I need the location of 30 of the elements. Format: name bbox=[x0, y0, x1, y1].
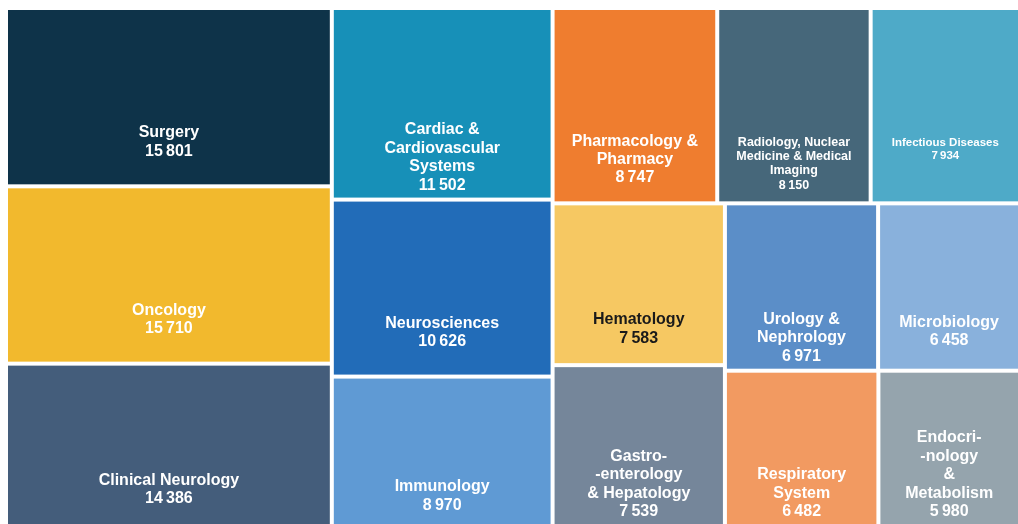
data-label: 8 747 bbox=[615, 168, 655, 186]
category-label: Pharmacology & Pharmacy bbox=[571, 131, 699, 168]
category-label: Surgery bbox=[138, 123, 200, 141]
data-label: 15 710 bbox=[145, 319, 193, 337]
category-label: Clinical Neurology bbox=[98, 470, 240, 488]
data-label: 6 458 bbox=[929, 331, 969, 349]
data-label: 6 482 bbox=[782, 502, 822, 519]
category-label: Immunology bbox=[394, 477, 490, 495]
data-label: 8 150 bbox=[778, 177, 810, 192]
category-label: Respiratory System bbox=[757, 465, 847, 501]
data-label: 6 971 bbox=[782, 346, 822, 364]
category-label: Gastro- -enterology & Hepatology bbox=[587, 446, 691, 501]
data-label: 8 970 bbox=[422, 495, 462, 513]
category-label: Urology & Nephrology bbox=[757, 309, 847, 346]
category-label: Infectious Diseases bbox=[891, 135, 999, 148]
category-label: Microbiology bbox=[899, 313, 999, 331]
data-label: 14 386 bbox=[145, 489, 193, 507]
category-label: Hematology bbox=[592, 310, 685, 328]
category-label: Cardiac & Cardiovascular Systems bbox=[384, 120, 500, 175]
category-label: Radiology, Nuclear Medicine & Medical Imaging bbox=[736, 134, 852, 178]
category-label: Oncology bbox=[132, 300, 206, 318]
data-label: 7 934 bbox=[931, 148, 960, 161]
data-label: 10 626 bbox=[418, 332, 467, 350]
data-label: 7 583 bbox=[619, 328, 659, 346]
data-label: 5 980 bbox=[929, 502, 969, 519]
data-label: 15 801 bbox=[145, 141, 193, 159]
data-label: 7 539 bbox=[619, 502, 659, 519]
category-label: Endocri- -nology & Metabolism bbox=[905, 428, 994, 501]
category-label: Neurosciences bbox=[385, 314, 500, 332]
data-label: 11 502 bbox=[418, 175, 466, 193]
